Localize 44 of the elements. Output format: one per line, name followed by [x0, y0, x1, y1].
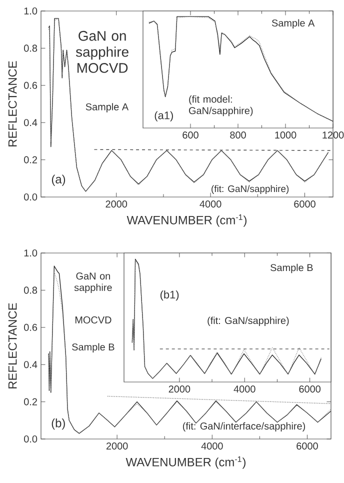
y-tick-label: 0.2: [24, 156, 37, 164]
x-tick-label: 600: [182, 132, 198, 139]
x-tick-label: 4000: [234, 386, 256, 393]
x-tick-label: 2000: [168, 386, 190, 393]
annotation: GaN on sapphire: [74, 272, 112, 293]
x-tick-label: 800: [230, 132, 246, 139]
y-tick-label: 0.4: [24, 119, 38, 126]
annotation: (b1): [160, 290, 179, 301]
x-tick-label: 6000: [299, 386, 321, 393]
annotation: (a): [52, 174, 66, 186]
y-tick-label: 1.0: [24, 7, 38, 15]
x-tick-label: 6000: [294, 200, 316, 208]
x-axis-title: WAVENUMBER (cm$^{-1}$): [126, 214, 246, 227]
annotation: Sample B: [270, 264, 313, 274]
y-tick-label: 0.4: [24, 361, 38, 368]
annotation: (fit: GaN/sapphire): [212, 185, 289, 194]
annotation: Sample A: [86, 103, 129, 112]
annotation: Sample B: [72, 343, 114, 352]
y-tick-label: 0.6: [24, 324, 38, 331]
y-tick-label: 0.0: [24, 435, 38, 443]
y-tick-label: 0.0: [24, 193, 38, 201]
y-tick-label: 0.2: [24, 398, 37, 406]
annotation: Sample A: [272, 19, 315, 29]
x-tick-label: 4000: [200, 200, 222, 208]
x-tick-label: 1000: [275, 132, 296, 139]
annotation: (fit: GaN/sapphire): [208, 316, 289, 326]
annotation: (a1): [154, 111, 173, 122]
x-axis-title: WAVENUMBER (cm$^{-1}$): [126, 456, 246, 469]
y-tick-label: 1.0: [24, 249, 38, 257]
annotation: MOCVD: [75, 316, 112, 324]
annotation: (b): [52, 418, 65, 430]
annotation: GaN on sapphire MOCVD: [76, 30, 128, 73]
y-tick-label: 0.6: [24, 82, 38, 89]
x-tick-label: 2000: [106, 442, 128, 450]
x-tick-label: 6000: [296, 442, 318, 450]
y-axis-title: REFLECTANCE: [8, 303, 17, 388]
x-tick-label: 2000: [106, 200, 128, 208]
x-tick-label: 4000: [201, 442, 223, 450]
y-tick-label: 0.8: [24, 44, 38, 52]
x-tick-label: 1200: [322, 132, 344, 139]
annotation: (fit: GaN/interface/sapphire): [182, 422, 306, 432]
y-axis-title: REFLECTANCE: [8, 61, 17, 146]
annotation: (fit model: GaN/sapphire): [189, 95, 253, 116]
y-tick-label: 0.8: [24, 286, 38, 294]
